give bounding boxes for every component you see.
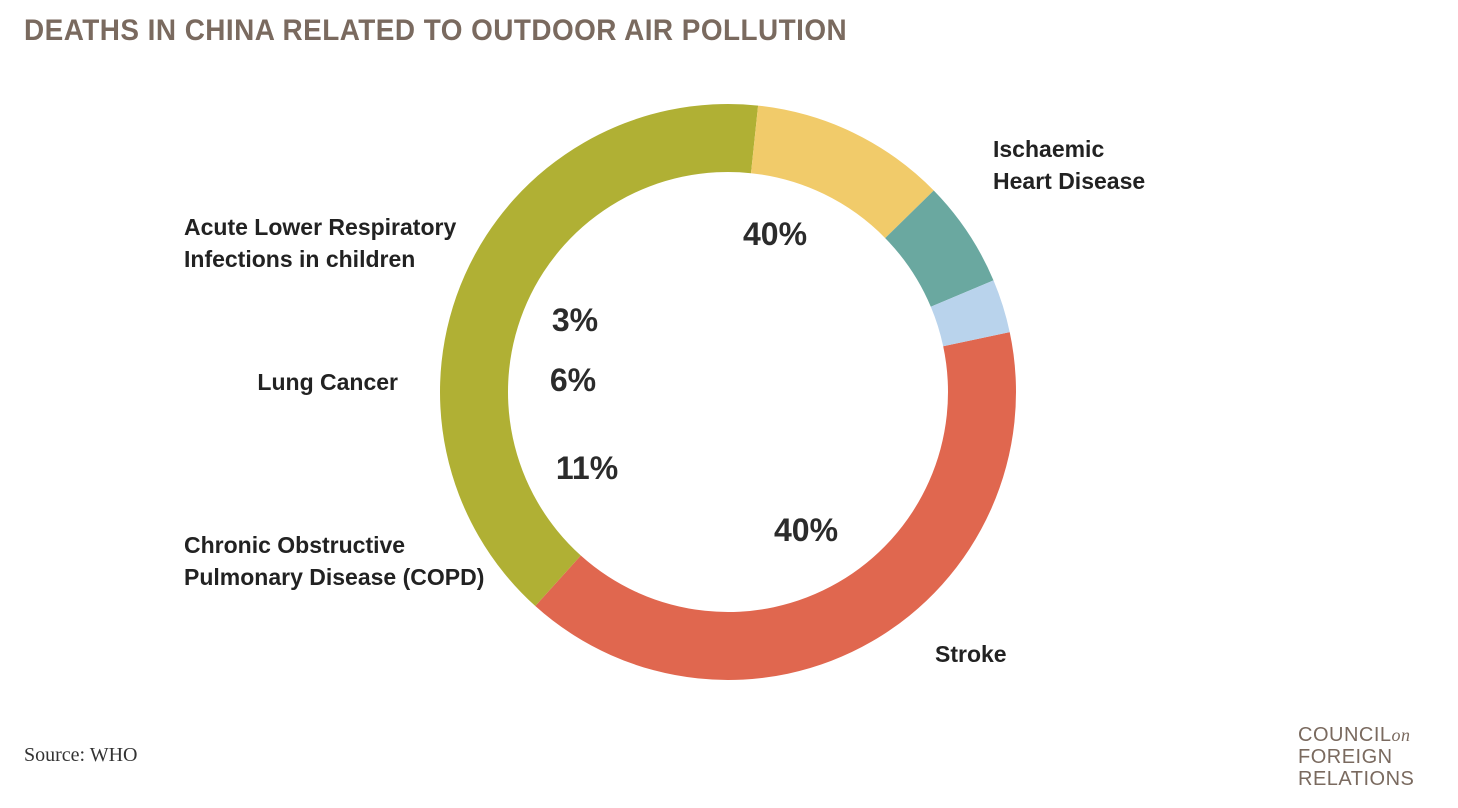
value-label: 11% — [556, 450, 618, 486]
logo-line-1: COUNCILon — [1298, 724, 1411, 746]
donut-slice — [439, 104, 759, 607]
category-label: Acute Lower Respiratory Infections in chi… — [184, 214, 456, 272]
category-label: Stroke — [935, 641, 1007, 667]
logo-line-3: RELATIONS — [1298, 768, 1415, 790]
value-labels: 40% 40% 11% 6% 3% — [550, 216, 838, 548]
value-label: 40% — [743, 216, 807, 252]
category-label: Chronic Obstructive Pulmonary Disease (CO… — [184, 532, 484, 590]
value-label: 6% — [550, 362, 596, 398]
donut-slice — [750, 105, 934, 239]
category-label: Ischaemic Heart Disease — [993, 136, 1145, 194]
donut-slice — [885, 190, 994, 307]
logo-line-2: FOREIGN — [1298, 746, 1393, 768]
value-label: 3% — [552, 302, 598, 338]
category-labels: Ischaemic Heart Disease Stroke Chronic Obst… — [184, 136, 1145, 667]
donut-slices — [439, 104, 1016, 680]
cfr-logo: COUNCILon FOREIGN RELATIONS — [1298, 724, 1414, 790]
donut-slice — [535, 332, 1016, 680]
source-note: Source: WHO — [24, 744, 138, 766]
value-label: 40% — [774, 512, 838, 548]
donut-slice — [930, 280, 1010, 347]
category-label: Lung Cancer — [257, 369, 398, 395]
chart-title: DEATHS IN CHINA RELATED TO OUTDOOR AIR P… — [24, 14, 848, 47]
